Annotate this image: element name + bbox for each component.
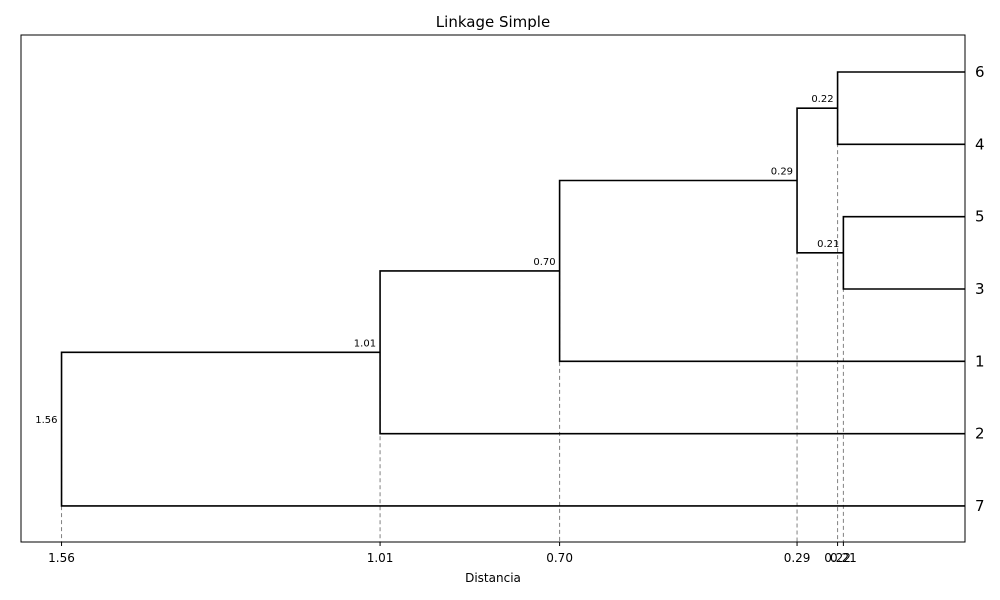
leaf-label-7: 7: [975, 497, 985, 515]
chart-title: Linkage Simple: [436, 13, 550, 31]
link-3: [796, 107, 844, 254]
x-tick-label-4: 0.29: [784, 551, 811, 565]
plot-frame: [20, 34, 966, 543]
x-tick-label-1: 1.56: [48, 551, 75, 565]
x-tick-label-6: 0.21: [830, 551, 857, 565]
merge-label-4: 0.70: [533, 257, 555, 268]
leaf-label-3: 3: [975, 280, 985, 298]
merge-label-6: 1.56: [35, 415, 57, 426]
merge-label-2: 0.21: [817, 239, 839, 250]
link-6: [60, 351, 965, 507]
link-1: [836, 71, 965, 146]
x-tick-label-3: 0.70: [546, 551, 573, 565]
x-axis-label: Distancia: [465, 571, 521, 585]
dendrogram-links: [60, 71, 965, 507]
x-tick-label-2: 1.01: [367, 551, 394, 565]
leaf-label-2: 2: [975, 425, 985, 443]
leaf-label-5: 5: [975, 208, 985, 226]
x-tick-label-5: 0.22: [824, 551, 851, 565]
leaf-label-4: 4: [975, 135, 985, 153]
merge-labels: 0.22 0.21 0.29 0.70 1.01 1.56: [35, 94, 839, 426]
link-2: [842, 215, 965, 290]
reference-lines: [61, 108, 844, 542]
link-4: [558, 179, 965, 363]
leaf-label-1: 1: [975, 352, 985, 370]
merge-label-1: 0.22: [811, 94, 833, 105]
merge-label-5: 1.01: [354, 338, 376, 349]
leaf-labels: 6 4 5 3 1 2 7: [975, 63, 985, 515]
x-axis-ticks: 1.56 1.01 0.70 0.29 0.220.21: [48, 542, 857, 565]
merge-label-3: 0.29: [771, 166, 793, 177]
link-5: [379, 270, 965, 435]
leaf-label-6: 6: [975, 63, 985, 81]
